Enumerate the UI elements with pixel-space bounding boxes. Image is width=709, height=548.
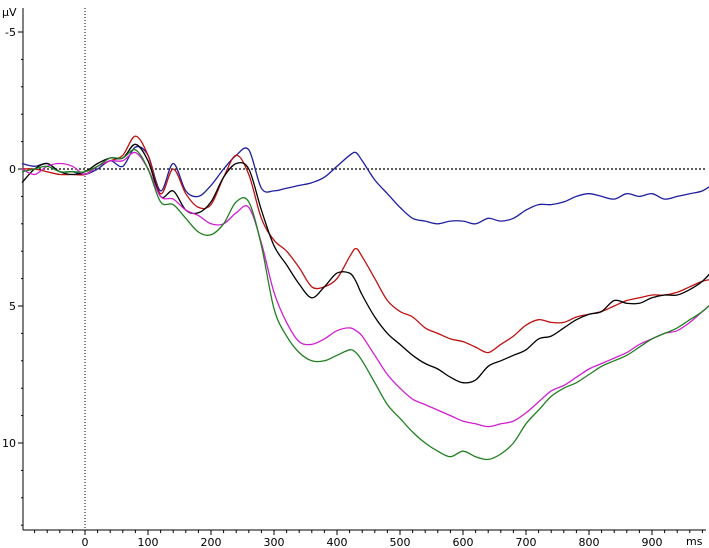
series-line-1	[21, 145, 709, 225]
series-line-4	[21, 151, 709, 428]
series-layer	[21, 135, 709, 461]
x-tick-label: 100	[138, 536, 159, 548]
y-tick-label: 5	[9, 300, 16, 313]
x-tick-label: 300	[264, 536, 285, 548]
y-tick-label: -5	[5, 26, 16, 39]
x-tick-label: 0	[82, 536, 89, 548]
y-tick-label: 10	[2, 437, 16, 450]
x-tick-label: 500	[390, 536, 411, 548]
x-tick-label: 400	[327, 536, 348, 548]
series-line-2	[21, 135, 709, 354]
x-tick-label: 700	[516, 536, 537, 548]
x-tick-label: 600	[453, 536, 474, 548]
x-tick-label: 200	[201, 536, 222, 548]
series-line-5	[21, 148, 709, 461]
x-axis-label: ms	[686, 535, 703, 548]
series-line-3	[21, 143, 709, 384]
x-tick-label: 900	[642, 536, 663, 548]
y-axis-label: µV	[2, 6, 17, 19]
y-tick-label: 0	[9, 163, 16, 176]
x-tick-label: 800	[579, 536, 600, 548]
